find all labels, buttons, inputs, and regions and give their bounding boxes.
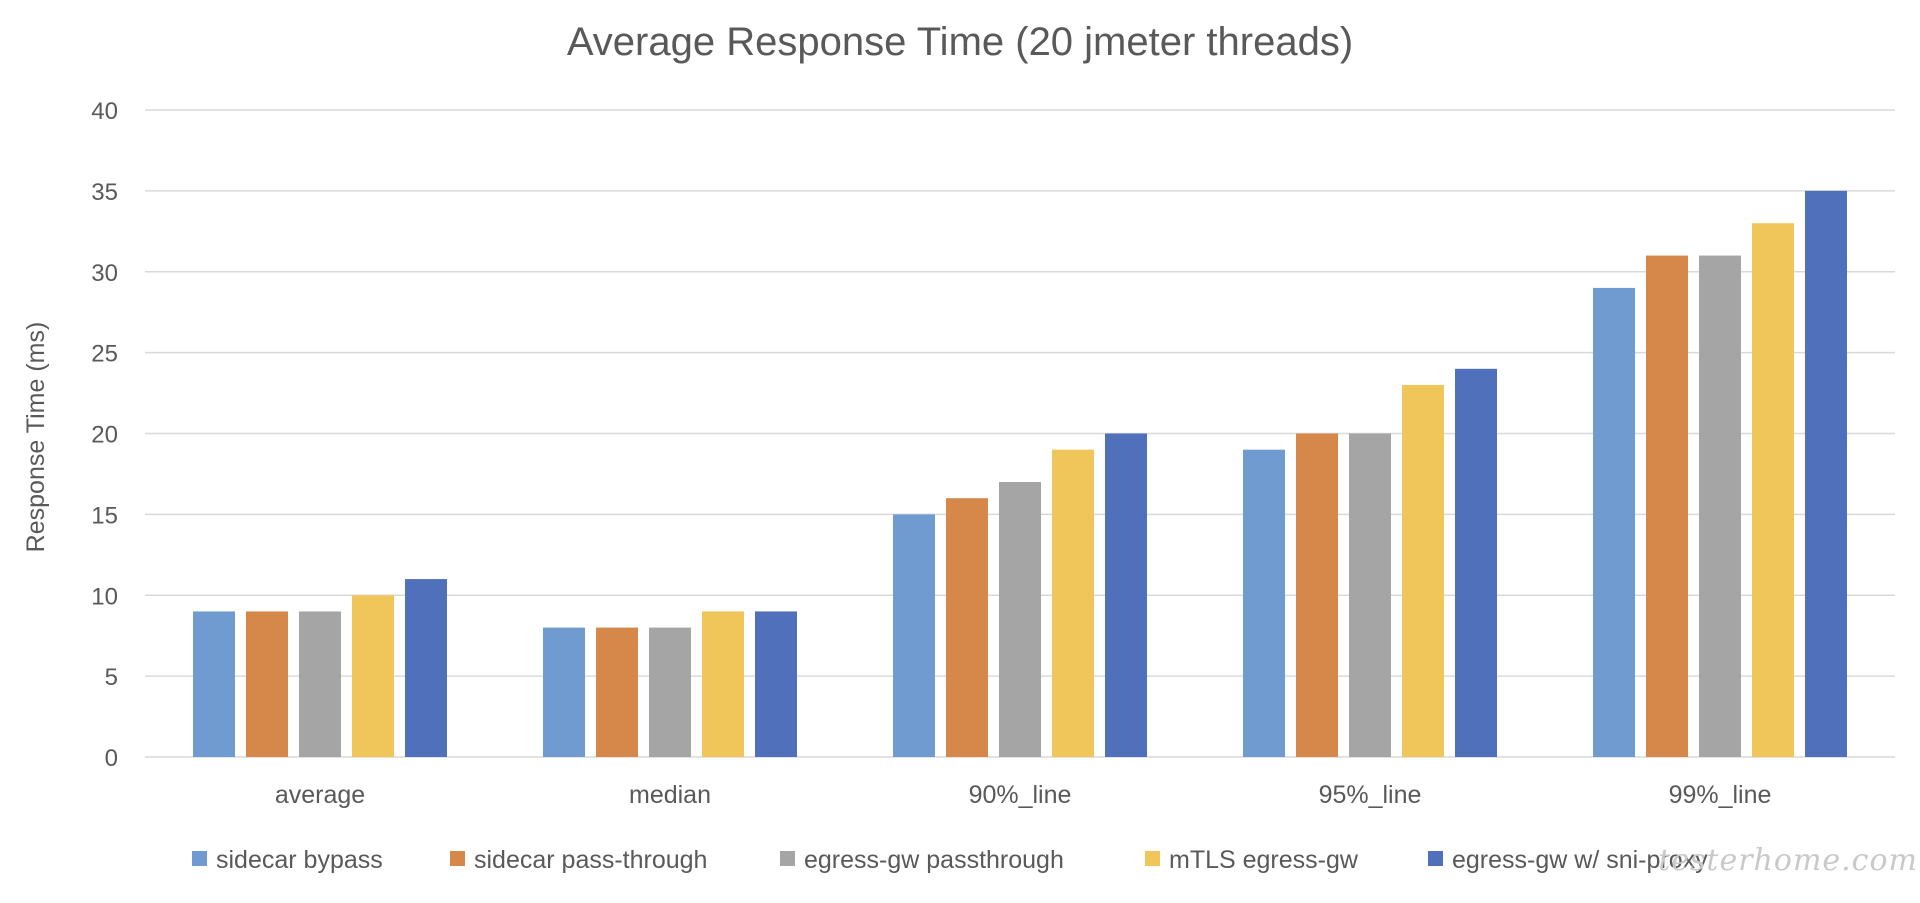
legend-label: egress-gw passthrough — [804, 846, 1064, 874]
y-tick-label: 35 — [91, 179, 118, 206]
y-tick-label: 15 — [91, 502, 118, 529]
legend-swatch — [1145, 851, 1160, 866]
bar-sidecar-pass-through-0 — [246, 611, 288, 757]
chart-title: Average Response Time (20 jmeter threads… — [567, 20, 1353, 64]
y-tick-label: 5 — [105, 664, 118, 691]
bar-egress-gw-w-sni-proxy-2 — [1105, 433, 1147, 757]
x-category-label: 99%_line — [1669, 781, 1772, 809]
y-axis-title: Response Time (ms) — [22, 322, 50, 553]
legend-swatch — [780, 851, 795, 866]
legend-label: sidecar pass-through — [474, 846, 707, 874]
bar-sidecar-bypass-3 — [1243, 449, 1285, 757]
bar-egress-gw-passthrough-3 — [1349, 433, 1391, 757]
bar-sidecar-bypass-2 — [893, 514, 935, 757]
bar-mtls-egress-gw-4 — [1752, 223, 1794, 758]
y-tick-label: 20 — [91, 422, 118, 449]
y-tick-label: 25 — [91, 341, 118, 368]
bar-mtls-egress-gw-1 — [702, 611, 744, 757]
bar-sidecar-pass-through-2 — [946, 498, 988, 757]
legend-swatch — [192, 851, 207, 866]
x-category-label: 90%_line — [969, 781, 1072, 809]
legend-swatch — [450, 851, 465, 866]
bar-egress-gw-passthrough-0 — [299, 611, 341, 757]
x-category-label: average — [275, 781, 365, 809]
legend-label: mTLS egress-gw — [1169, 846, 1359, 874]
legend: sidecar bypass sidecar pass-through egress… — [192, 846, 1708, 874]
bar-egress-gw-w-sni-proxy-3 — [1455, 368, 1497, 757]
bar-mtls-egress-gw-0 — [352, 595, 394, 757]
bar-sidecar-bypass-4 — [1593, 287, 1635, 757]
bar-egress-gw-w-sni-proxy-4 — [1805, 190, 1847, 757]
bar-mtls-egress-gw-2 — [1052, 449, 1094, 757]
bar-egress-gw-passthrough-2 — [999, 482, 1041, 757]
y-tick-label: 0 — [105, 745, 118, 772]
bar-sidecar-pass-through-3 — [1296, 433, 1338, 757]
bar-sidecar-pass-through-1 — [596, 627, 638, 757]
x-axis-categories: average median 90%_line 95%_line 99%_line — [275, 781, 1772, 809]
bars — [193, 190, 1847, 758]
y-axis-ticks: 0 5 10 15 20 25 30 35 40 — [91, 98, 118, 772]
bar-sidecar-pass-through-4 — [1646, 255, 1688, 757]
bar-sidecar-bypass-1 — [543, 627, 585, 757]
legend-swatch — [1428, 851, 1443, 866]
watermark-text: testerhome.com — [1658, 843, 1918, 878]
bar-mtls-egress-gw-3 — [1402, 384, 1444, 757]
y-tick-label: 40 — [91, 98, 118, 125]
legend-label: sidecar bypass — [216, 846, 383, 874]
x-category-label: 95%_line — [1319, 781, 1422, 809]
legend-label: egress-gw w/ sni-proxy — [1452, 846, 1708, 874]
y-tick-label: 10 — [91, 583, 118, 610]
bar-egress-gw-w-sni-proxy-0 — [405, 579, 447, 757]
bar-egress-gw-passthrough-4 — [1699, 255, 1741, 757]
bar-egress-gw-w-sni-proxy-1 — [755, 611, 797, 757]
y-tick-label: 30 — [91, 260, 118, 287]
bar-egress-gw-passthrough-1 — [649, 627, 691, 757]
bar-sidecar-bypass-0 — [193, 611, 235, 757]
x-category-label: median — [629, 781, 711, 809]
